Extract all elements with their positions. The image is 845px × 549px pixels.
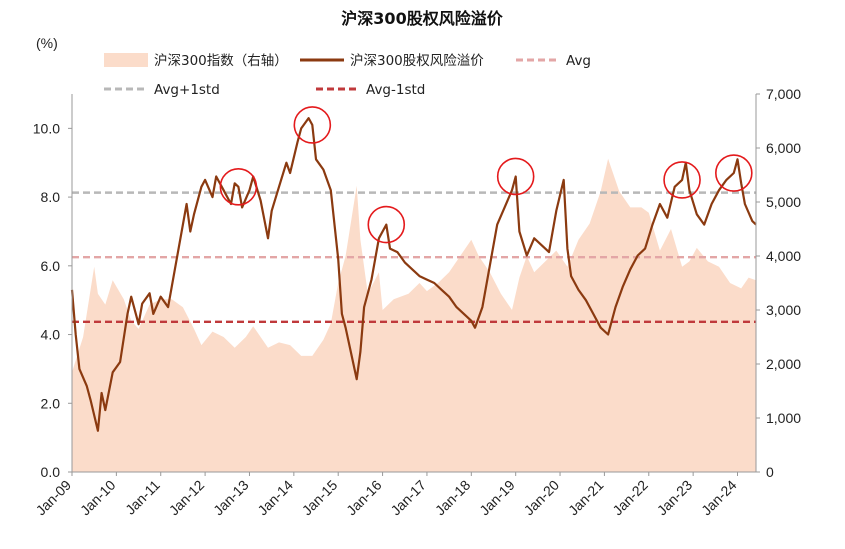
x-tick-label: Jan-16 bbox=[343, 477, 385, 519]
x-tick-label: Jan-14 bbox=[254, 477, 296, 519]
x-tick-label: Jan-22 bbox=[609, 477, 651, 519]
x-tick-label: Jan-20 bbox=[521, 477, 563, 519]
highlight-circle bbox=[219, 167, 258, 206]
x-tick-label: Jan-23 bbox=[654, 477, 696, 519]
x-tick-label: Jan-09 bbox=[33, 477, 75, 519]
legend-label: 沪深300股权风险溢价 bbox=[350, 52, 484, 69]
highlight-circles-layer bbox=[219, 106, 753, 244]
right-tick-label: 5,000 bbox=[766, 194, 801, 210]
legend-label: Avg+1std bbox=[154, 82, 220, 98]
x-tick-label: Jan-13 bbox=[210, 477, 252, 519]
highlight-circle bbox=[293, 106, 332, 144]
erp-line bbox=[70, 116, 757, 432]
x-tick-label: Jan-19 bbox=[476, 477, 518, 519]
legend-label: Avg-1std bbox=[366, 82, 425, 98]
x-tick-label: Jan-17 bbox=[387, 477, 429, 519]
highlight-circle bbox=[663, 161, 701, 199]
erp-line-layer bbox=[70, 116, 757, 432]
right-tick-label: 0 bbox=[766, 464, 774, 480]
right-tick-label: 4,000 bbox=[766, 248, 801, 264]
left-tick-label: 2.0 bbox=[41, 395, 61, 411]
legend-label: 沪深300指数（右轴） bbox=[154, 53, 288, 69]
right-tick-label: 1,000 bbox=[766, 410, 801, 426]
legend: 沪深300指数（右轴） 沪深300股权风险溢价 Avg Avg+1std Avg-1st… bbox=[104, 52, 591, 98]
highlight-circle bbox=[496, 157, 535, 196]
right-tick-label: 3,000 bbox=[766, 302, 801, 318]
chart-title: 沪深300股权风险溢价 bbox=[341, 9, 503, 28]
highlight-circle bbox=[715, 154, 753, 192]
right-tick-label: 7,000 bbox=[766, 86, 801, 102]
right-tick-label: 2,000 bbox=[766, 356, 801, 372]
x-tick-label: Jan-18 bbox=[432, 477, 474, 519]
y-unit-label: (%) bbox=[36, 35, 58, 51]
reference-lines-layer bbox=[72, 191, 756, 324]
index-area-layer bbox=[72, 158, 756, 473]
right-tick-label: 6,000 bbox=[766, 140, 801, 156]
x-tick-label: Jan-11 bbox=[122, 477, 163, 518]
x-tick-label: Jan-10 bbox=[77, 477, 119, 519]
left-tick-label: 8.0 bbox=[41, 189, 61, 205]
legend-swatch-area bbox=[104, 53, 148, 67]
highlight-circle bbox=[367, 205, 406, 244]
left-tick-label: 4.0 bbox=[41, 327, 61, 343]
x-tick-label: Jan-12 bbox=[166, 477, 208, 519]
legend-label: Avg bbox=[566, 53, 591, 69]
left-tick-label: 0.0 bbox=[41, 464, 61, 480]
index-area bbox=[72, 158, 756, 473]
x-tick-label: Jan-15 bbox=[299, 477, 341, 519]
x-tick-label: Jan-24 bbox=[698, 477, 740, 519]
x-tick-label: Jan-21 bbox=[565, 477, 607, 519]
left-tick-label: 10.0 bbox=[33, 120, 60, 136]
left-tick-label: 6.0 bbox=[41, 258, 61, 274]
